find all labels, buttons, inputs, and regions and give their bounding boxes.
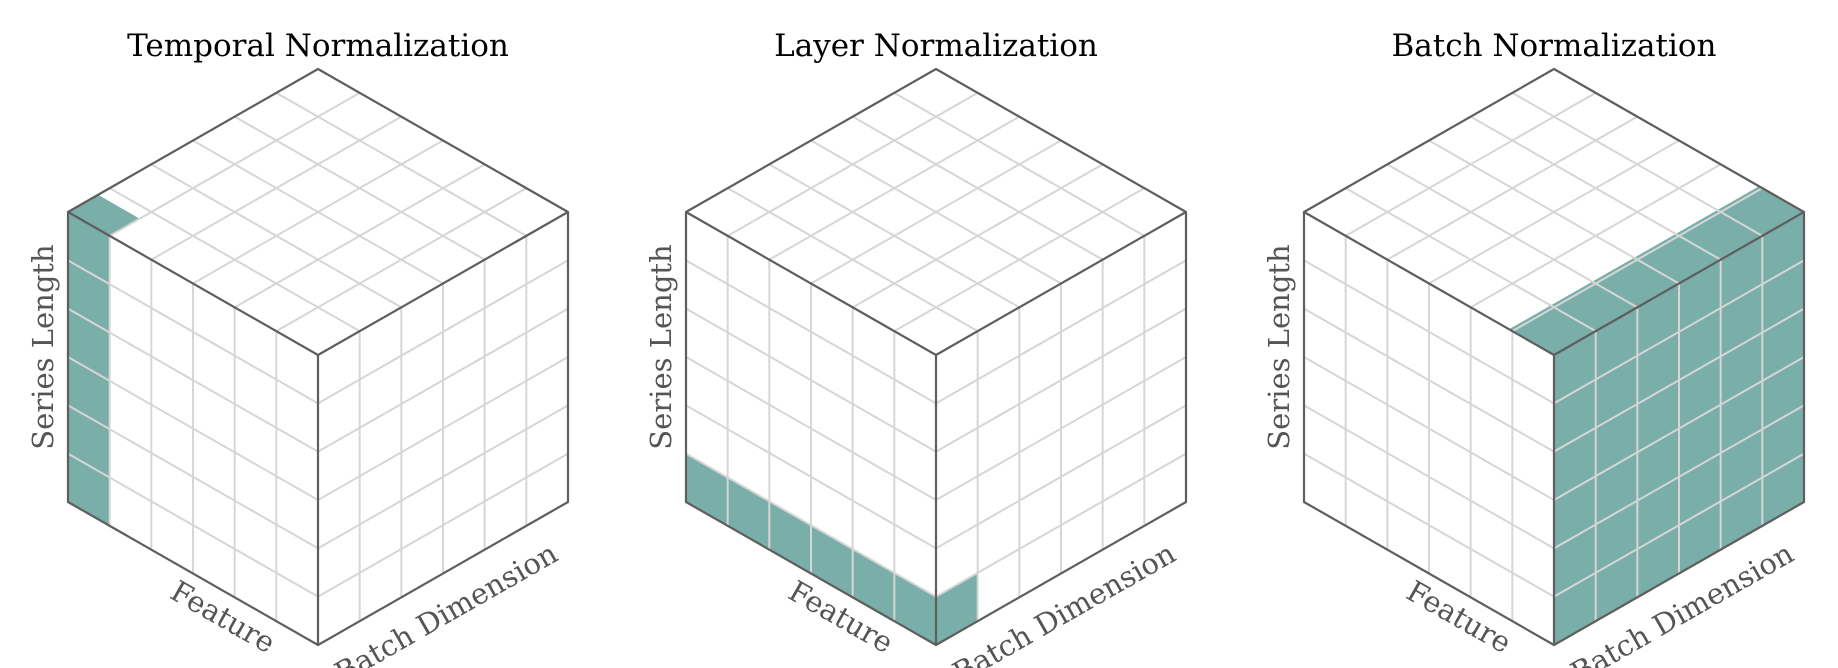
axis-label-batch-dimension: Batch Dimension: [947, 536, 1181, 668]
axis-label-feature: Feature: [1401, 574, 1517, 660]
axis-label-series-length: Series Length: [1262, 244, 1296, 449]
cube-edge-top-front: [685, 211, 1187, 357]
panel-title: Temporal Normalization: [127, 28, 509, 64]
grid-line: [935, 452, 1187, 598]
axis-label-series-length: Series Length: [644, 244, 678, 449]
grid-line: [1553, 452, 1805, 598]
axis-label-feature: Feature: [165, 574, 281, 660]
cube-grid: [685, 91, 1187, 622]
grid-line: [1511, 187, 1763, 333]
cube-grid: [1303, 91, 1805, 622]
cube-outline: [684, 67, 1188, 647]
panel-title: Layer Normalization: [774, 28, 1098, 64]
cube-outline: [66, 67, 570, 647]
cube-edge-top-front: [67, 211, 569, 357]
grid-line: [1303, 452, 1555, 598]
axis-label-batch-dimension: Batch Dimension: [329, 536, 563, 668]
panel-title: Batch Normalization: [1391, 28, 1716, 64]
grid-line: [317, 452, 569, 598]
panel-temporal: Temporal Normalization Series Length Featu…: [26, 28, 570, 668]
cube-grid: [67, 91, 569, 622]
axis-label-series-length: Series Length: [26, 244, 60, 449]
grid-line: [275, 187, 527, 333]
highlight-series-column: [68, 194, 140, 526]
cube-outline: [1302, 67, 1806, 647]
highlight-top-strip: [68, 194, 140, 236]
grid-line: [893, 187, 1145, 333]
grid-line: [685, 452, 937, 598]
grid-line: [67, 452, 319, 598]
